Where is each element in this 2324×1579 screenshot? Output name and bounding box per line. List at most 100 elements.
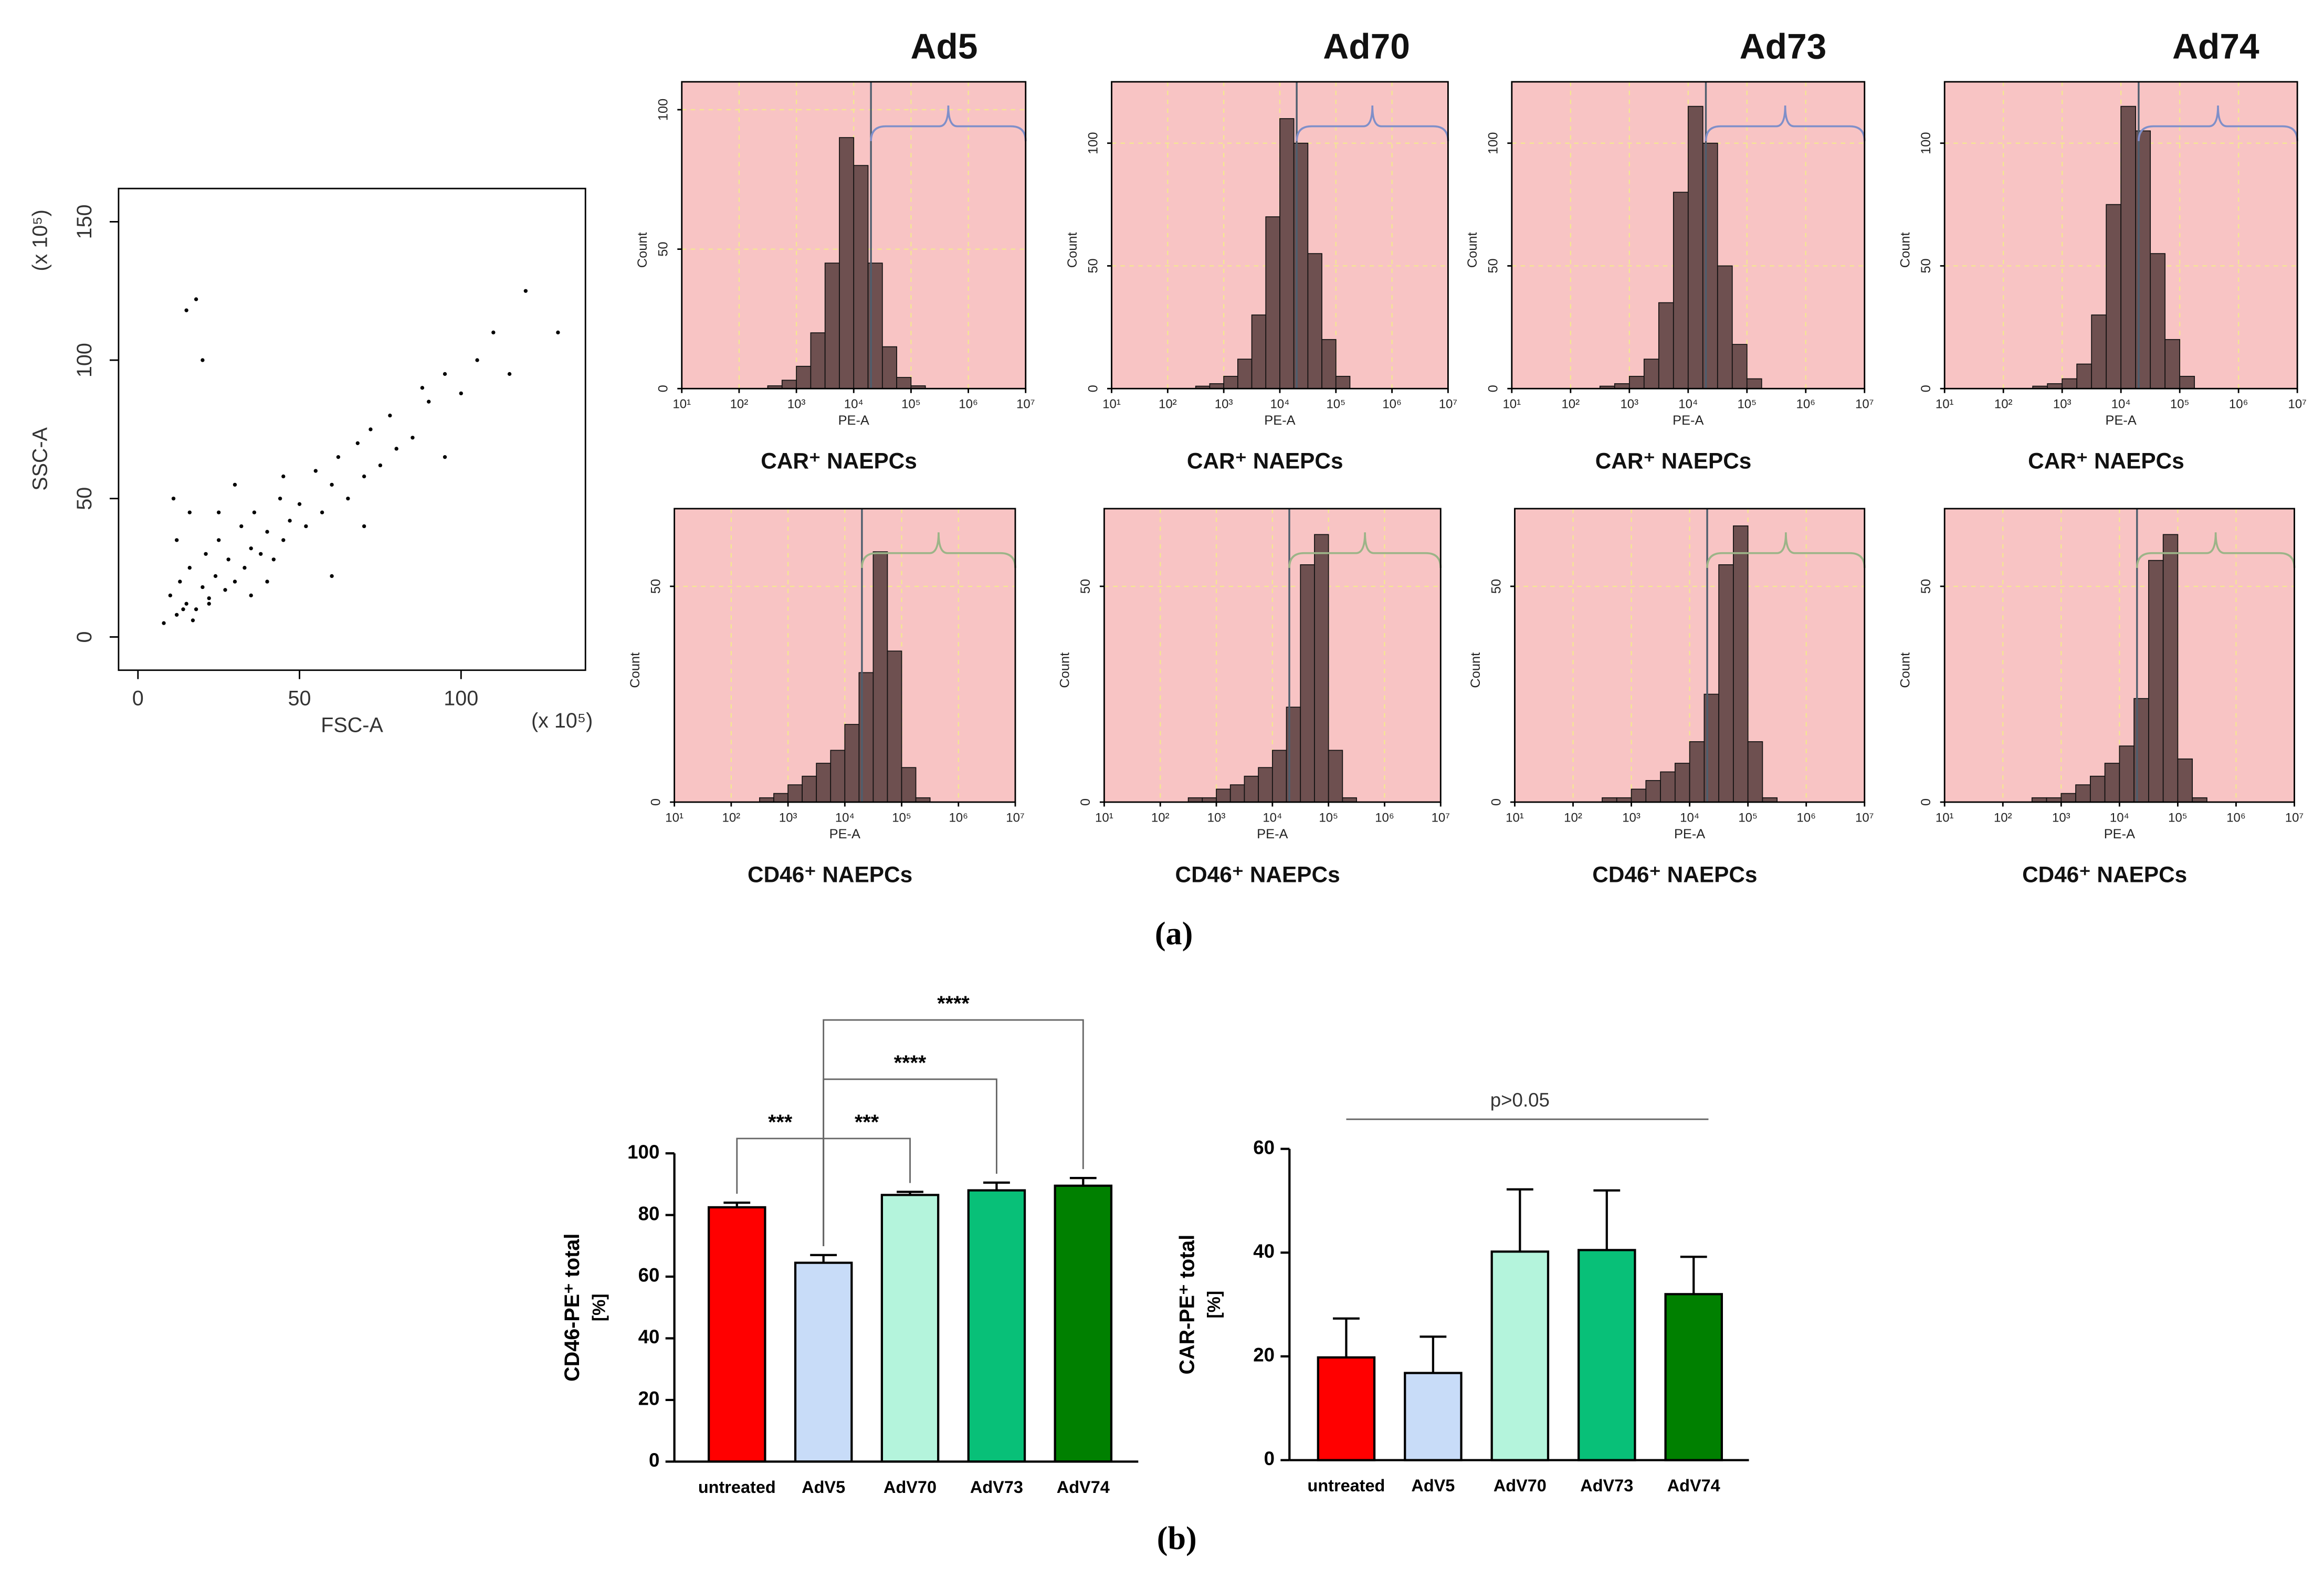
point	[507, 372, 512, 376]
y-tick-label: 40	[638, 1326, 660, 1348]
bar	[1317, 1356, 1376, 1461]
gate-brace	[1706, 532, 1866, 568]
histogram-bar	[1216, 788, 1231, 803]
chart-title: Ad73	[1740, 27, 1827, 67]
x-tick-label: 10⁴	[1680, 810, 1699, 825]
bar	[967, 1189, 1026, 1463]
y-tick-label: 0	[1486, 385, 1501, 392]
x-tick-label: AdV5	[802, 1478, 845, 1497]
point	[388, 413, 392, 418]
gate-brace	[1296, 106, 1449, 141]
bar	[794, 1261, 853, 1463]
x-tick-label: 0	[132, 687, 144, 710]
y-tick-label: 80	[638, 1203, 660, 1224]
point	[201, 358, 205, 362]
histogram-bar	[2148, 560, 2164, 803]
bar	[1490, 1250, 1550, 1461]
x-tick-label: AdV5	[1411, 1476, 1455, 1495]
y-tick-label: 50	[1489, 579, 1503, 594]
point	[216, 538, 221, 542]
point	[491, 330, 496, 335]
histogram-bar	[1674, 763, 1690, 803]
histogram-bar	[872, 551, 888, 803]
y-axis-label: Count	[628, 652, 643, 688]
histogram-bar	[881, 346, 897, 390]
y-tick-label: 0	[1264, 1448, 1275, 1469]
point	[443, 372, 447, 376]
point	[181, 607, 185, 612]
point	[346, 497, 350, 501]
histogram-bar	[1747, 741, 1763, 803]
x-tick-label: 10¹	[665, 810, 683, 825]
histogram-bar	[1658, 302, 1674, 390]
point	[233, 482, 237, 487]
histogram-bar	[1314, 534, 1329, 803]
y-tick-label: 0	[656, 385, 671, 392]
histogram-bar	[1689, 741, 1705, 803]
y-tick-label: 50	[1919, 258, 1933, 273]
point	[239, 524, 244, 529]
gate-brace	[1705, 106, 1866, 141]
x-tick-label: 10⁶	[1796, 810, 1816, 825]
histogram-bar	[2091, 314, 2107, 390]
plot-frame	[118, 187, 586, 671]
y-tick-label: 50	[648, 579, 663, 594]
y-tick-label: 60	[638, 1265, 660, 1286]
x-tick-label: 10³	[1620, 397, 1638, 412]
histogram-bar	[1265, 216, 1280, 390]
point	[207, 602, 211, 606]
histogram-bar	[824, 262, 840, 390]
chart-title: Ad74	[2172, 27, 2259, 67]
caption: CD46⁺ NAEPCs	[1175, 862, 1340, 887]
histogram-bar	[901, 767, 917, 803]
histogram-bar	[1279, 118, 1295, 390]
histogram-bar	[810, 332, 826, 390]
y-tick-label: 100	[656, 99, 671, 121]
y-tick-label: 50	[1919, 579, 1933, 594]
histogram-bar	[2177, 758, 2193, 803]
histogram-bar	[2104, 763, 2120, 803]
histogram-bar	[1660, 771, 1676, 803]
histogram-bar	[2090, 775, 2106, 803]
x-tick-label: 10⁷	[1006, 810, 1024, 825]
x-tick-label: 10²	[1994, 810, 2012, 825]
x-tick-label: AdV74	[1057, 1478, 1110, 1497]
x-axis-unit: (x 10⁵)	[531, 709, 593, 732]
point	[411, 436, 415, 440]
y-tick-label: 0	[1919, 798, 1933, 806]
y-axis-label: Count	[1465, 232, 1480, 268]
bar	[1664, 1293, 1723, 1461]
panel-label: (a)	[1155, 916, 1193, 952]
x-tick-label: 10⁷	[1432, 810, 1450, 825]
point	[194, 297, 198, 301]
x-tick-label: 10⁴	[2110, 810, 2129, 825]
x-tick-label: 10⁶	[959, 397, 978, 412]
histogram-bar	[2179, 376, 2195, 390]
bar	[1404, 1372, 1463, 1461]
significance-label: ****	[894, 1051, 927, 1075]
x-tick-label: 10¹	[672, 397, 691, 412]
x-tick-label: 10⁴	[1263, 810, 1282, 825]
histogram-bar	[844, 724, 860, 803]
y-tick-label: 0	[1078, 798, 1093, 806]
x-tick-label: 10⁶	[1382, 397, 1402, 412]
y-axis-label: SSC-A	[28, 427, 51, 490]
x-axis-label: PE-A	[838, 413, 869, 428]
x-tick-label: 10⁵	[901, 397, 921, 412]
y-tick-label: 0	[1086, 385, 1100, 392]
x-tick-label: 10²	[1151, 810, 1170, 825]
x-tick-label: 10⁵	[1319, 810, 1338, 825]
x-axis-label: PE-A	[1257, 827, 1288, 841]
histogram-bar	[887, 650, 902, 803]
point	[265, 580, 269, 584]
x-tick-label: AdV74	[1667, 1476, 1720, 1495]
histogram-bar	[1229, 784, 1245, 803]
point	[259, 552, 263, 556]
y-tick-label: 50	[1086, 258, 1100, 273]
point	[201, 585, 205, 590]
x-tick-label: 10⁴	[844, 397, 864, 412]
histogram-bar	[896, 377, 912, 390]
point	[281, 474, 286, 479]
gate-brace	[2138, 106, 2299, 141]
